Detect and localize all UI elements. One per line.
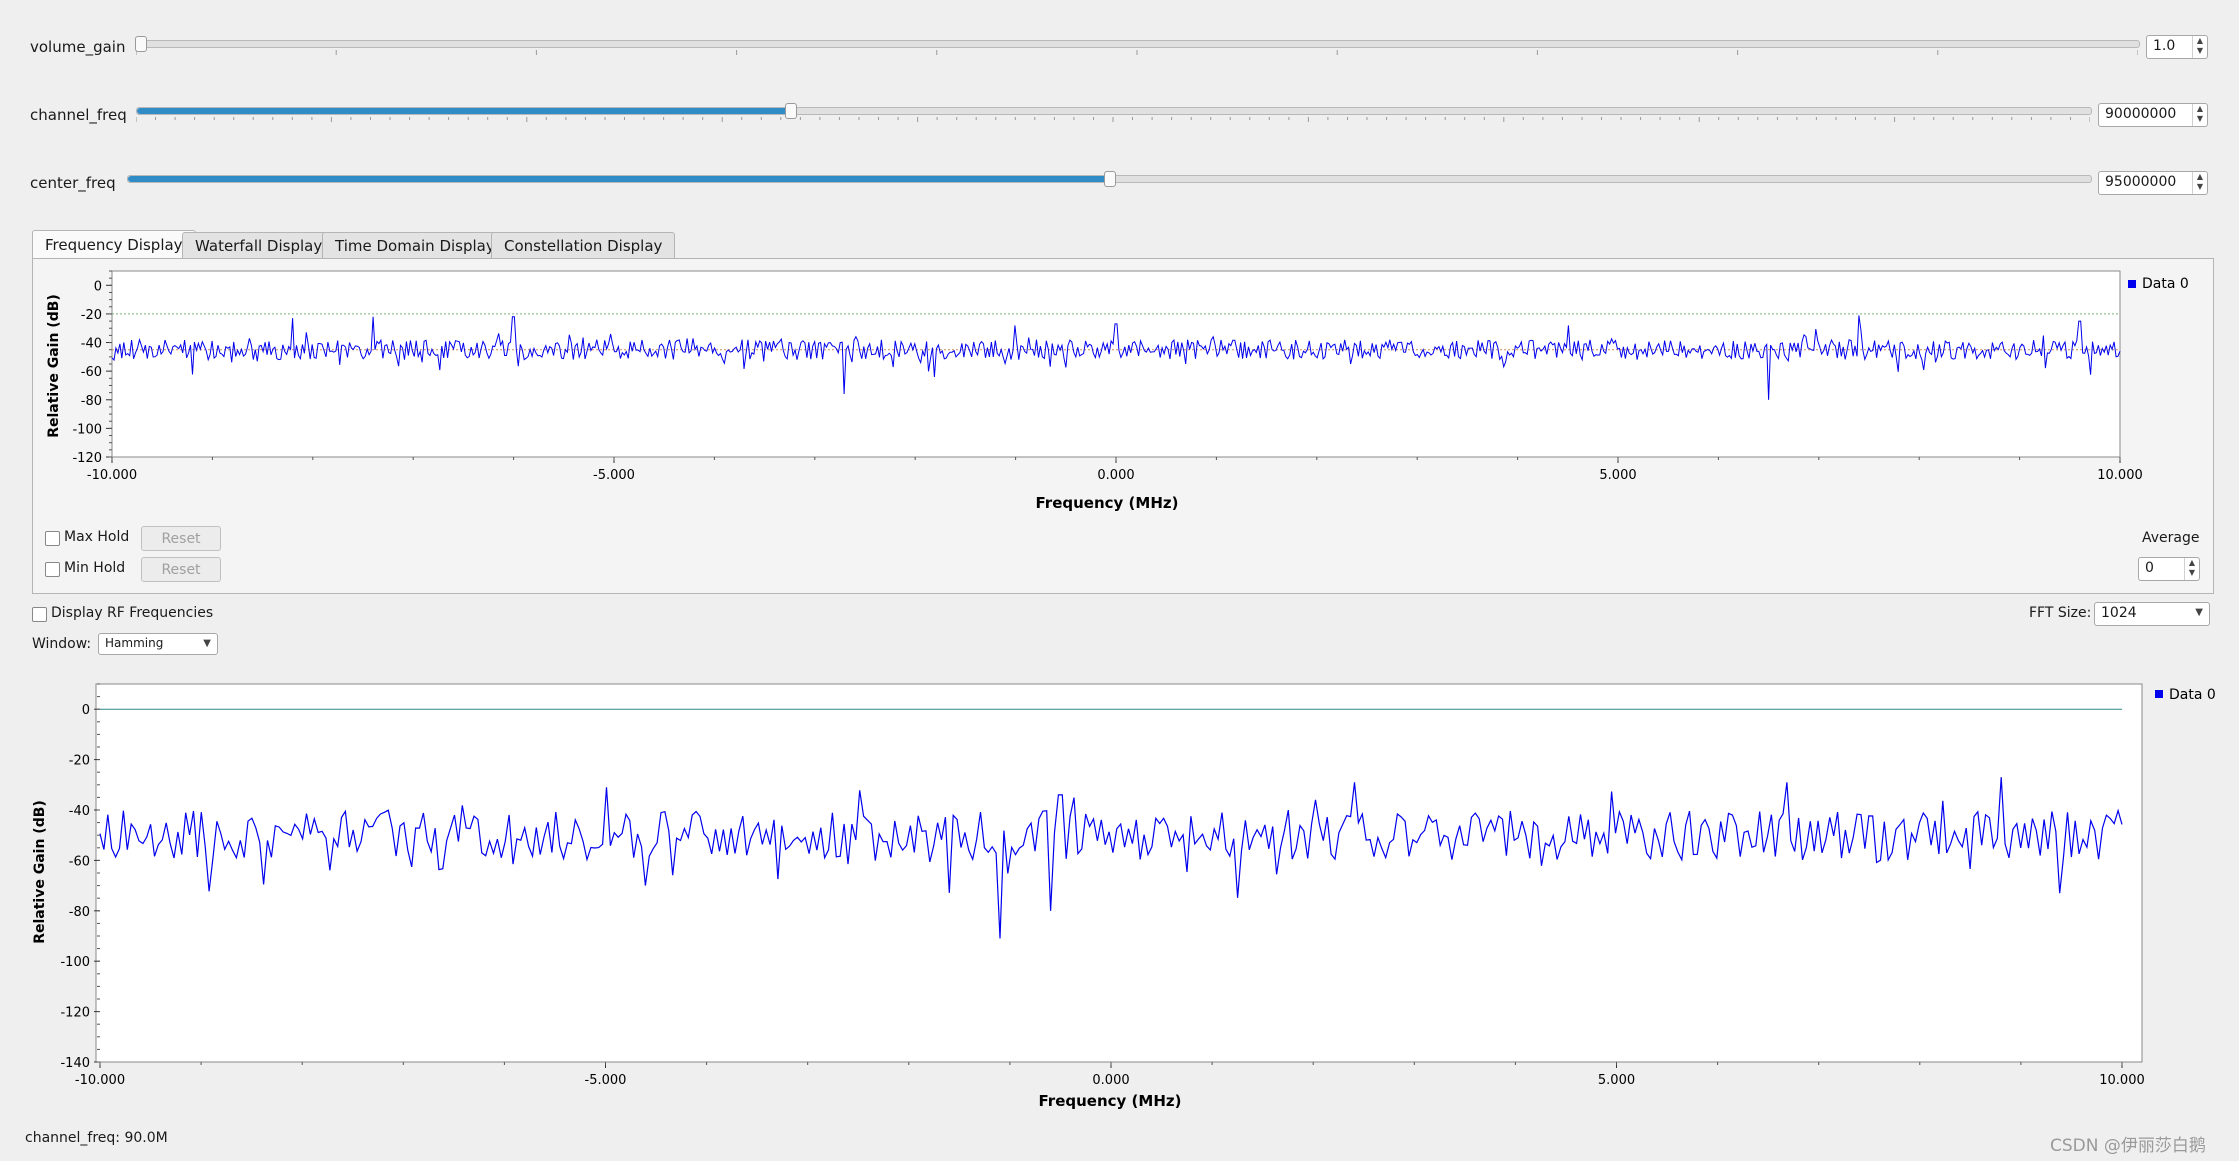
channel-freq-fill xyxy=(137,108,791,114)
x-tick-label: -10.000 xyxy=(75,1073,125,1088)
average-value: 0 xyxy=(2145,560,2154,576)
center-freq-fill xyxy=(128,176,1110,182)
x-tick-label: 10.000 xyxy=(2097,468,2143,483)
x-tick-label: 0.000 xyxy=(1092,1073,1129,1088)
volume-gain-label: volume_gain xyxy=(30,38,126,56)
legend-label: Data 0 xyxy=(2169,687,2216,703)
tab-constellation-display[interactable]: Constellation Display xyxy=(491,232,676,258)
y-tick-label: -40 xyxy=(69,804,90,819)
y-axis-label: Relative Gain (dB) xyxy=(32,800,48,944)
y-tick-label: -120 xyxy=(72,451,102,466)
y-tick-label: -80 xyxy=(69,905,90,920)
y-tick-label: -100 xyxy=(72,422,102,437)
y-tick-label: -40 xyxy=(81,337,102,352)
plot-area xyxy=(95,683,2143,1063)
volume-gain-handle[interactable] xyxy=(135,36,147,52)
legend-label: Data 0 xyxy=(2142,276,2189,292)
channel-freq-ticks xyxy=(136,117,2090,122)
tab-time-domain-display[interactable]: Time Domain Display xyxy=(322,232,508,258)
y-tick-label: -140 xyxy=(60,1056,90,1071)
spin-arrows-icon[interactable]: ▲ ▼ xyxy=(2192,104,2207,126)
volume-gain-ticks xyxy=(136,50,2138,55)
y-tick-label: -60 xyxy=(69,854,90,869)
plot-area xyxy=(111,270,2121,458)
dropdown-arrow-icon: ▼ xyxy=(203,638,211,649)
y-axis-label: Relative Gain (dB) xyxy=(46,294,62,438)
data-0-trace xyxy=(99,777,2123,939)
x-tick-label: 5.000 xyxy=(1598,1073,1635,1088)
center-freq-value: 95000000 xyxy=(2105,174,2177,190)
center-freq-label: center_freq xyxy=(30,174,116,192)
y-tick-label: -100 xyxy=(60,955,90,970)
window-combo[interactable]: Hamming ▼ xyxy=(98,633,218,655)
y-tick-label: -80 xyxy=(81,394,102,409)
average-label: Average xyxy=(2142,530,2200,546)
x-axis-label: Frequency (MHz) xyxy=(1036,494,1179,512)
tab-frequency-display[interactable]: Frequency Display xyxy=(32,230,196,260)
frequency-plot-bottom: 0 -20 -40 -60 -80 -100 -120 -140 -10.000 -5.000 0… xyxy=(32,683,2216,1110)
channel-freq-spinbox[interactable]: 90000000 ▲ ▼ xyxy=(2098,103,2208,127)
x-tick-label: -10.000 xyxy=(87,468,137,483)
min-hold-reset-button[interactable]: Reset xyxy=(141,557,221,582)
max-hold-checkbox[interactable] xyxy=(45,531,60,546)
y-tick-label: -20 xyxy=(81,308,102,323)
fft-size-value: 1024 xyxy=(2101,605,2137,621)
y-tick-label: -20 xyxy=(69,754,90,769)
y-tick-label: -120 xyxy=(60,1006,90,1021)
volume-gain-value: 1.0 xyxy=(2153,38,2176,54)
dropdown-arrow-icon: ▼ xyxy=(2195,607,2203,618)
fft-size-label: FFT Size: xyxy=(2029,605,2092,621)
y-tick-label: -60 xyxy=(81,365,102,380)
channel-freq-slider[interactable] xyxy=(136,103,2092,119)
average-spinbox[interactable]: 0 ▲ ▼ xyxy=(2138,557,2200,581)
spin-arrows-icon[interactable]: ▲ ▼ xyxy=(2184,558,2199,580)
frequency-plot-top: 0 -20 -40 -60 -80 -100 -120 -10.000 -5.000 0.000… xyxy=(46,270,2189,512)
x-tick-label: 10.000 xyxy=(2099,1073,2145,1088)
center-freq-spinbox[interactable]: 95000000 ▲ ▼ xyxy=(2098,171,2208,195)
window-value: Hamming xyxy=(105,636,164,650)
center-freq-handle[interactable] xyxy=(1104,171,1116,187)
volume-gain-slider[interactable] xyxy=(135,36,2140,52)
legend-swatch xyxy=(2128,280,2136,288)
watermark: CSDN @伊丽莎白鹅 xyxy=(2050,1136,2206,1156)
spin-arrows-icon[interactable]: ▲ ▼ xyxy=(2192,36,2207,58)
x-tick-label: 0.000 xyxy=(1097,468,1134,483)
x-tick-label: -5.000 xyxy=(593,468,635,483)
channel-freq-value: 90000000 xyxy=(2105,106,2177,122)
x-tick-label: 5.000 xyxy=(1599,468,1636,483)
legend-swatch xyxy=(2155,690,2163,698)
fft-size-combo[interactable]: 1024 ▼ xyxy=(2094,602,2210,626)
tab-waterfall-display[interactable]: Waterfall Display xyxy=(182,232,336,258)
center-freq-slider[interactable] xyxy=(127,171,2092,187)
display-rf-checkbox[interactable] xyxy=(32,607,47,622)
display-rf-label: Display RF Frequencies xyxy=(51,605,214,621)
y-tick-label: 0 xyxy=(82,703,90,718)
x-tick-label: -5.000 xyxy=(585,1073,627,1088)
channel-freq-label: channel_freq xyxy=(30,106,127,124)
min-hold-label: Min Hold xyxy=(64,560,126,576)
window-label: Window: xyxy=(32,636,92,652)
max-hold-reset-button[interactable]: Reset xyxy=(141,526,221,551)
x-axis-label: Frequency (MHz) xyxy=(1039,1092,1182,1110)
status-bar-text: channel_freq: 90.0M xyxy=(25,1130,168,1146)
data-0-trace xyxy=(111,315,2121,400)
spin-arrows-icon[interactable]: ▲ ▼ xyxy=(2192,172,2207,194)
min-hold-checkbox[interactable] xyxy=(45,562,60,577)
max-hold-label: Max Hold xyxy=(64,529,130,545)
channel-freq-handle[interactable] xyxy=(785,103,797,119)
volume-gain-spinbox[interactable]: 1.0 ▲ ▼ xyxy=(2146,35,2208,59)
y-tick-label: 0 xyxy=(94,279,102,294)
